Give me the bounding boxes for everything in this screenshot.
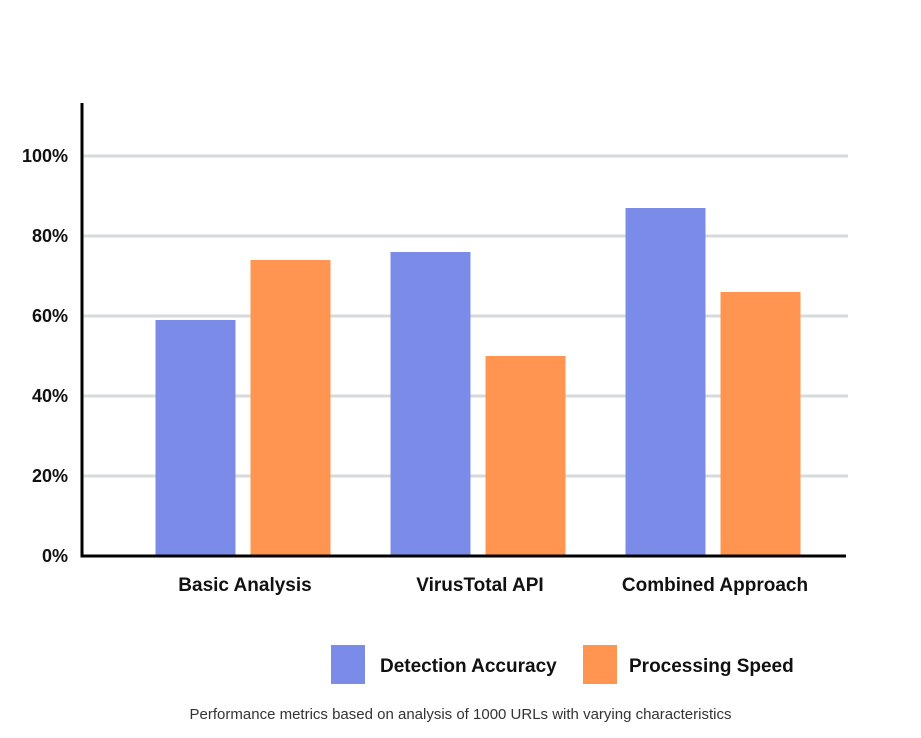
bar-detection-accuracy [155, 320, 236, 556]
x-category-label: VirusTotal API [416, 575, 543, 596]
bar-processing-speed [720, 292, 801, 556]
x-category-label: Basic Analysis [178, 575, 311, 596]
y-tick-label: 40% [32, 386, 68, 406]
bar-detection-accuracy [390, 252, 471, 556]
legend-swatch [331, 645, 365, 684]
bar-detection-accuracy [625, 208, 706, 556]
legend-label: Processing Speed [629, 656, 794, 677]
y-tick-label: 80% [32, 226, 68, 246]
legend-label: Detection Accuracy [380, 656, 557, 677]
bar-processing-speed [250, 260, 331, 556]
y-tick-label: 60% [32, 306, 68, 326]
bar-processing-speed [485, 356, 566, 556]
y-tick-label: 0% [42, 546, 68, 566]
y-tick-label: 20% [32, 466, 68, 486]
y-tick-label: 100% [22, 146, 68, 166]
chart-caption: Performance metrics based on analysis of… [189, 706, 732, 723]
legend-swatch [583, 645, 617, 684]
x-category-label: Combined Approach [622, 575, 808, 596]
